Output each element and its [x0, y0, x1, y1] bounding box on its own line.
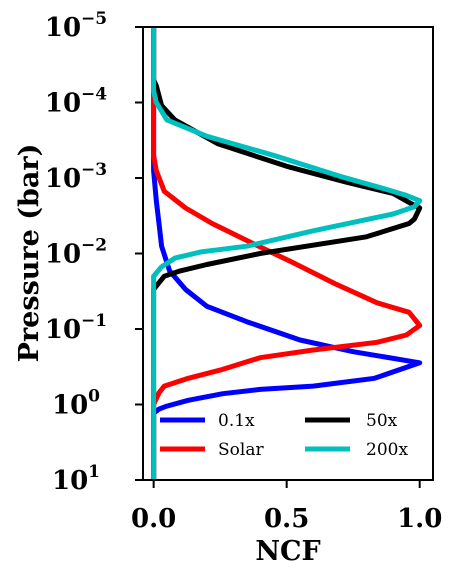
plot-frame — [142, 26, 434, 481]
y-tick-label: 10−3 — [45, 160, 107, 194]
y-tick-label: 100 — [52, 387, 100, 421]
legend: 0.1x Solar 50x 200x — [160, 411, 408, 460]
series-line-solar — [151, 27, 423, 480]
y-axis-title: Pressure (bar) — [14, 144, 45, 363]
series-line-50x — [151, 27, 423, 480]
y-tick-label: 10−5 — [45, 9, 107, 43]
legend-label-0-1x: 0.1x — [218, 411, 255, 431]
x-axis-title: NCF — [255, 536, 320, 567]
x-tick-label: 0.5 — [264, 504, 309, 534]
series-line-200x — [151, 27, 423, 480]
y-tick-label: 10−1 — [45, 311, 107, 345]
y-tick-label: 101 — [52, 462, 100, 496]
legend-label-50x: 50x — [366, 411, 398, 431]
x-tick-label: 1.0 — [397, 504, 442, 534]
legend-label-solar: Solar — [218, 440, 264, 460]
series-line-0-1x — [151, 27, 423, 480]
x-tick-label: 0.0 — [131, 504, 176, 534]
y-tick-label: 10−4 — [45, 85, 107, 119]
legend-label-200x: 200x — [366, 440, 408, 460]
y-tick-label: 10−2 — [45, 236, 107, 270]
